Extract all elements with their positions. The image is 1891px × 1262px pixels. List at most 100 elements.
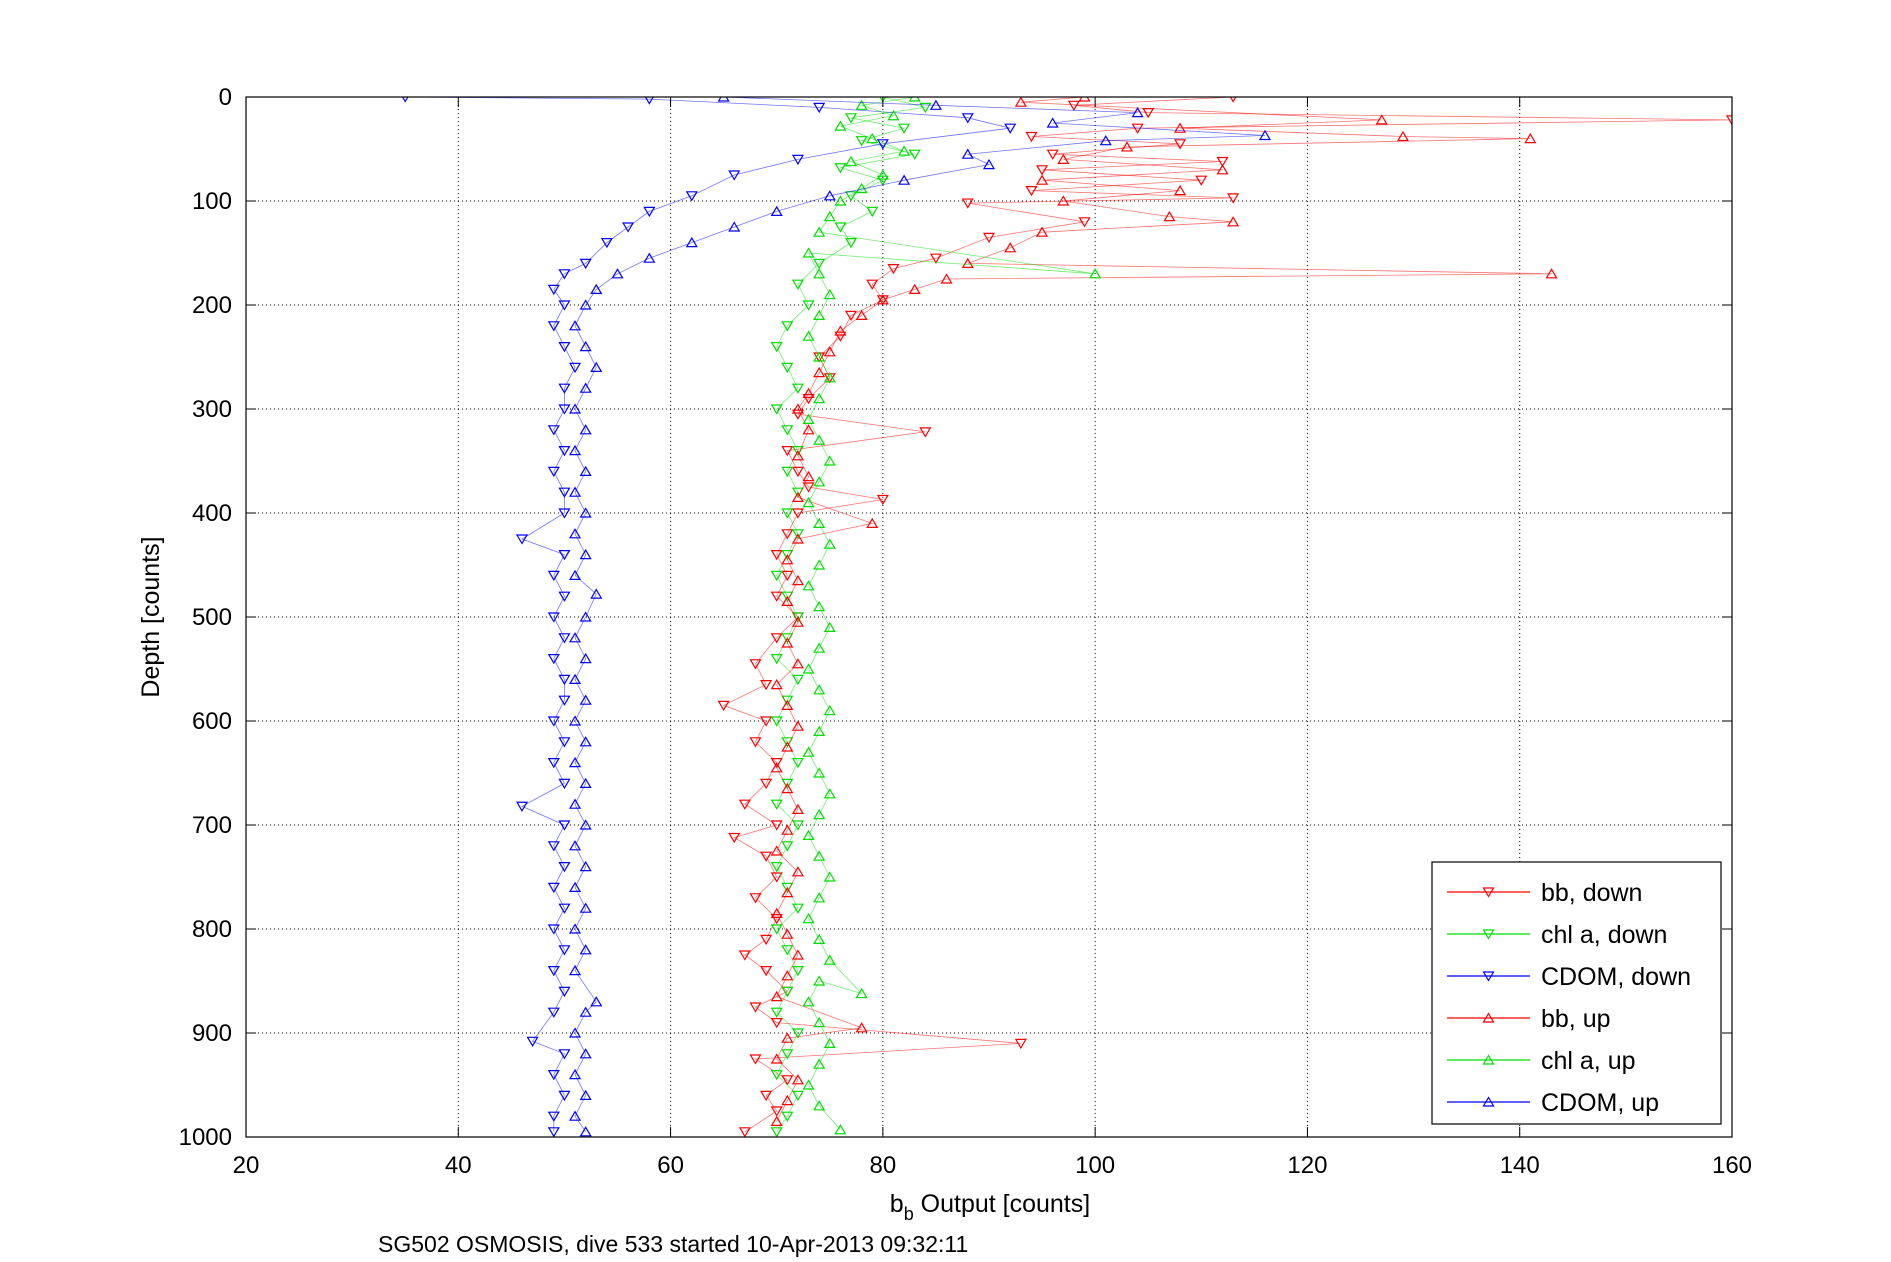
data-point: [791, 1074, 804, 1085]
data-point: [781, 595, 794, 606]
data-point: [568, 881, 582, 892]
data-point: [802, 470, 815, 482]
legend-label: chl a, up: [1541, 1047, 1636, 1075]
data-point: [802, 424, 815, 435]
data-point: [1375, 114, 1388, 125]
data-point: [1089, 268, 1102, 279]
data-point: [547, 654, 560, 665]
x-axis-title: bb Output [counts]: [890, 1190, 1090, 1224]
data-point: [1057, 153, 1070, 164]
data-point: [728, 221, 741, 232]
data-point: [791, 720, 804, 731]
data-point: [749, 893, 762, 904]
data-point: [1163, 210, 1176, 222]
data-point: [1258, 129, 1272, 141]
data-point: [579, 424, 592, 435]
data-point: [781, 1032, 794, 1043]
data-point: [568, 756, 582, 768]
data-point: [568, 632, 582, 643]
data-point: [547, 612, 560, 623]
data-point: [781, 529, 794, 540]
data-point: [547, 924, 560, 935]
data-point: [568, 486, 582, 497]
data-point: [558, 633, 571, 644]
data-point: [558, 508, 571, 519]
data-point: [781, 699, 794, 710]
data-point: [813, 1100, 826, 1111]
data-point: [547, 570, 560, 582]
data-point: [1067, 100, 1080, 112]
series-3: [770, 97, 1558, 1126]
data-point: [558, 342, 571, 353]
data-point: [1014, 97, 1027, 107]
data-point: [834, 120, 847, 131]
data-point: [1227, 193, 1240, 204]
data-point: [791, 450, 804, 461]
data-point: [770, 570, 783, 582]
legend-label: bb, down: [1541, 879, 1642, 907]
data-point: [866, 517, 879, 528]
data-point: [558, 674, 571, 686]
data-point: [770, 1115, 783, 1126]
data-point: [791, 403, 804, 414]
x-axis-title-subscript: b: [904, 1204, 914, 1224]
data-point: [568, 362, 582, 374]
legend-box: [1431, 861, 1722, 1125]
data-point: [579, 611, 592, 622]
data-point: [887, 264, 900, 275]
data-point: [1025, 186, 1038, 197]
data-point: [558, 737, 571, 748]
data-point: [717, 700, 730, 712]
x-tick-label: 60: [657, 1152, 684, 1179]
data-point: [823, 871, 836, 882]
data-point: [929, 99, 942, 110]
y-tick-label: 700: [192, 812, 232, 839]
data-point: [579, 1048, 592, 1059]
data-point: [579, 860, 592, 872]
data-point: [579, 258, 592, 270]
data-point: [770, 654, 783, 665]
data-point: [781, 508, 794, 519]
data-point: [1004, 242, 1017, 253]
data-point: [823, 1037, 836, 1048]
data-point: [1174, 122, 1187, 133]
legend-marker: [1482, 1054, 1495, 1065]
data-point: [791, 966, 804, 977]
data-point: [558, 1049, 571, 1060]
data-point: [558, 487, 571, 498]
data-point: [579, 299, 592, 310]
y-tick-label: 300: [192, 396, 232, 423]
data-point: [802, 996, 815, 1007]
data-point: [1524, 132, 1537, 144]
grid: [246, 97, 1732, 1137]
data-point: [876, 294, 889, 305]
data-point: [579, 382, 592, 393]
data-point: [813, 309, 826, 320]
data-point: [813, 102, 826, 114]
data-point: [1036, 226, 1049, 237]
series-line: [776, 97, 926, 1133]
data-point: [791, 658, 804, 669]
data-point: [791, 574, 804, 586]
x-tick-label: 140: [1500, 1152, 1540, 1179]
data-point: [590, 588, 603, 599]
data-point: [1216, 156, 1229, 168]
data-point: [823, 288, 836, 300]
data-point: [643, 206, 656, 218]
data-point: [568, 840, 582, 851]
data-point: [749, 737, 762, 748]
x-axis-title-rest: Output [counts]: [914, 1190, 1091, 1218]
series-line: [574, 97, 1266, 1133]
data-point: [1131, 106, 1144, 118]
data-point: [558, 300, 571, 311]
data-point: [770, 550, 783, 561]
data-point: [813, 434, 826, 445]
data-point: [781, 554, 794, 565]
data-point: [760, 966, 773, 977]
data-point: [770, 907, 783, 918]
data-point: [813, 850, 826, 861]
data-point: [579, 1006, 592, 1017]
y-tick-label: 900: [192, 1020, 232, 1047]
data-point: [590, 361, 603, 372]
data-point: [579, 694, 592, 705]
